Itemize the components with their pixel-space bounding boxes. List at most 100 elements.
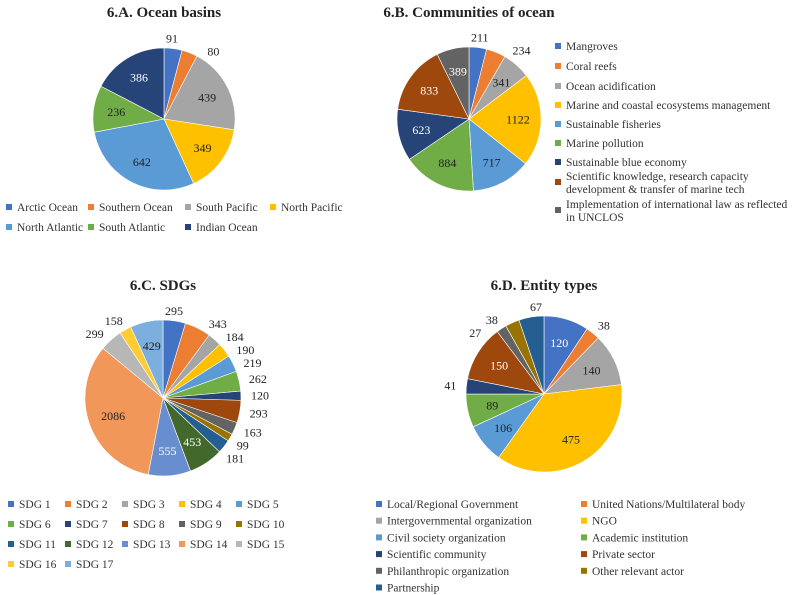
legend-marker — [376, 584, 382, 591]
legend-label: SDG 13 — [133, 539, 171, 551]
data-label: 38 — [598, 318, 610, 332]
legend-label: Marine and coastal ecosystems management — [566, 100, 771, 112]
legend-marker — [555, 179, 561, 185]
data-label: 120 — [251, 388, 269, 402]
legend-item: SDG 8 — [122, 519, 165, 531]
legend-marker — [555, 63, 561, 69]
legend-marker — [179, 541, 185, 547]
legend-label: Arctic Ocean — [17, 202, 78, 214]
data-label: 262 — [249, 372, 267, 386]
data-label: 884 — [438, 156, 456, 170]
legend-marker — [8, 561, 14, 567]
legend-label: SDG 5 — [247, 499, 279, 511]
legend-item: Coral reefs — [555, 61, 617, 73]
legend-item: SDG 9 — [179, 519, 222, 531]
legend-marker — [88, 224, 94, 230]
pie-slice — [163, 55, 236, 131]
data-label: 150 — [490, 359, 508, 373]
pie-slice — [100, 47, 165, 120]
data-label: 158 — [105, 314, 123, 328]
data-label: 386 — [130, 71, 148, 85]
legend-marker — [270, 204, 276, 210]
legend-marker — [179, 521, 185, 527]
legend-label: Local/Regional Government — [387, 499, 519, 511]
data-label: 181 — [226, 451, 244, 465]
data-label: 120 — [550, 336, 568, 350]
legend-marker — [376, 517, 382, 524]
legend-label: North Pacific — [281, 202, 343, 214]
legend-label: South Atlantic — [99, 222, 165, 234]
legend-label: SDG 2 — [76, 499, 108, 511]
legend-label: Intergovernmental organization — [387, 516, 532, 528]
legend-marker — [185, 204, 191, 210]
legend-marker — [65, 541, 71, 547]
legend-item: Arctic Ocean — [6, 202, 78, 214]
legend-label: Academic institution — [592, 532, 688, 544]
legend-label: SDG 11 — [19, 539, 56, 551]
data-label: 163 — [244, 425, 262, 439]
data-label: 642 — [133, 155, 151, 169]
data-label: 833 — [420, 83, 438, 97]
data-label: 140 — [582, 363, 600, 377]
legend-item: Local/Regional Government — [376, 499, 519, 511]
legend-item: Scientific knowledge, research capacityd… — [555, 171, 749, 196]
legend-label: SDG 4 — [190, 499, 222, 511]
legend-marker — [555, 83, 561, 89]
pie-slice — [498, 384, 623, 473]
legend-marker — [581, 567, 587, 574]
legend-marker — [581, 501, 587, 507]
legend-item: Sustainable blue economy — [555, 157, 687, 169]
legend-label: SDG 16 — [19, 559, 57, 571]
legend-label: SDG 17 — [76, 559, 114, 571]
legend-label: Sustainable fisheries — [566, 119, 661, 131]
legend-marker — [376, 534, 382, 541]
legend-label: United Nations/Multilateral body — [592, 499, 746, 511]
legend-marker — [376, 501, 382, 507]
data-label: 89 — [486, 398, 498, 412]
legend-item: Partnership — [376, 583, 440, 595]
pie-slice — [408, 118, 474, 192]
data-label: 27 — [469, 326, 481, 340]
legend-item: SDG 2 — [65, 499, 108, 511]
legend-label: Other relevant actor — [592, 566, 684, 578]
data-label: 453 — [183, 435, 201, 449]
legend-marker — [555, 207, 561, 213]
legend-item: Academic institution — [581, 532, 688, 544]
data-label: 106 — [494, 421, 512, 435]
legend-label: Civil society organization — [387, 532, 506, 544]
legend-item: Marine pollution — [555, 138, 644, 150]
legend-item: North Atlantic — [6, 222, 83, 234]
legend-item: SDG 13 — [122, 539, 171, 551]
legend-marker — [581, 534, 587, 541]
legend-marker — [122, 541, 128, 547]
legend-item: SDG 1 — [8, 499, 51, 511]
legend-item: SDG 6 — [8, 519, 51, 531]
pie-slice — [130, 319, 164, 399]
legend-marker — [236, 501, 242, 507]
data-label: 211 — [471, 31, 489, 45]
legend-label: Scientific community — [387, 549, 487, 561]
legend-item: NGO — [581, 516, 617, 528]
legend-item: Scientific community — [376, 549, 487, 561]
pie-slice — [397, 53, 470, 120]
legend-label: Scientific knowledge, research capacity — [566, 171, 749, 183]
legend-label: Mangroves — [566, 41, 618, 53]
legend-item: SDG 10 — [236, 519, 285, 531]
legend-label: Coral reefs — [566, 61, 617, 73]
data-label: 439 — [198, 90, 216, 104]
data-label: 190 — [236, 343, 254, 357]
legend-marker — [122, 521, 128, 527]
legend-label: SDG 9 — [190, 519, 222, 531]
pie-slice — [93, 118, 195, 191]
legend-item: Private sector — [581, 549, 655, 561]
legend-marker — [8, 521, 14, 527]
legend-marker — [65, 561, 71, 567]
pie-slice — [84, 347, 164, 475]
legend-marker — [555, 159, 561, 165]
legend-label: SDG 7 — [76, 519, 108, 531]
data-label: 38 — [486, 313, 498, 327]
data-label: 299 — [86, 327, 104, 341]
pie-chart-3: 6.D. Entity types 120 140 475 106 89 150 67 38 27… — [376, 278, 746, 595]
